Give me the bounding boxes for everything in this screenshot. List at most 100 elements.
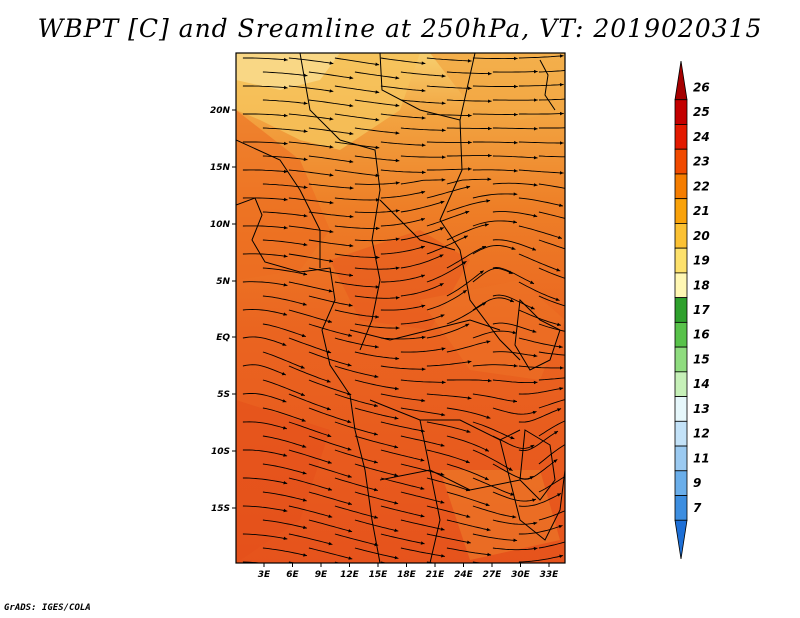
streamline-arrowhead (395, 158, 400, 163)
colorbar-segment (674, 470, 688, 496)
streamline (288, 197, 334, 204)
streamline-arrowhead (281, 372, 286, 376)
streamline-arrowhead (303, 73, 308, 77)
streamline (472, 169, 518, 172)
streamline-arrowhead (327, 433, 332, 438)
streamline-arrowhead (484, 448, 489, 452)
streamline (492, 182, 538, 186)
streamline (585, 540, 629, 548)
streamline-arrowhead (625, 304, 629, 307)
streamline (518, 525, 563, 535)
lon-label: 3E (258, 570, 271, 580)
streamline-arrowhead (530, 280, 534, 284)
streamline (288, 449, 332, 464)
streamline-arrowhead (349, 186, 354, 190)
streamline (242, 141, 288, 145)
streamline (492, 127, 538, 130)
streamline (446, 340, 491, 353)
streamline-arrowhead (559, 554, 564, 558)
streamline (308, 323, 353, 337)
streamline-arrowhead (560, 141, 564, 145)
streamline (472, 245, 516, 255)
streamline (354, 182, 400, 185)
streamline-arrowhead (624, 277, 628, 280)
streamline-arrowhead (553, 459, 558, 463)
streamline (538, 351, 565, 356)
streamline (288, 309, 333, 323)
streamline (354, 155, 400, 162)
streamline (354, 323, 400, 329)
streamline-arrowhead (513, 192, 518, 196)
streamline (242, 253, 288, 258)
streamline-arrowhead (511, 246, 516, 250)
streamline (472, 141, 518, 144)
streamline-arrowhead (328, 514, 333, 518)
streamline (518, 141, 564, 144)
streamline (354, 267, 400, 270)
streamline-arrowhead (300, 365, 305, 369)
streamline (334, 393, 378, 407)
streamline-arrowhead (349, 159, 354, 164)
streamline (538, 510, 565, 521)
streamline-arrowhead (578, 251, 582, 254)
streamline (492, 491, 537, 502)
streamline (472, 297, 515, 311)
streamline-arrowhead (375, 145, 380, 150)
streamline-arrowhead (349, 76, 354, 80)
streamline-arrowhead (348, 556, 353, 560)
streamline (585, 380, 630, 381)
streamline-arrowhead (513, 169, 518, 173)
streamline-arrows (281, 54, 629, 560)
streamline (472, 220, 517, 227)
streamline (334, 365, 379, 378)
colorbar-bottom-triangle (674, 519, 688, 560)
colorbar-label: 18 (693, 278, 710, 292)
streamline-arrowhead (395, 266, 400, 270)
streamline-arrowhead (559, 171, 564, 175)
streamline (538, 295, 565, 307)
streamline (262, 99, 308, 105)
streamline (518, 408, 562, 423)
streamline-arrowhead (328, 487, 332, 491)
streamline (472, 393, 518, 402)
streamline (426, 323, 470, 339)
streamline-arrowhead (534, 127, 538, 131)
streamline (262, 183, 308, 189)
streamline (400, 254, 444, 269)
lon-label: 12E (340, 570, 360, 580)
streamline (400, 227, 444, 241)
streamline (288, 337, 332, 354)
streamline-arrowhead (624, 221, 628, 224)
streamline (564, 561, 565, 563)
streamline-arrowhead (283, 57, 288, 62)
streamline-arrowhead (554, 431, 558, 435)
streamline-arrowhead (559, 387, 564, 391)
streamline (518, 281, 560, 301)
streamline (426, 235, 468, 255)
streamline-arrowhead (603, 433, 607, 436)
streamline (585, 184, 629, 194)
streamline-arrowhead (488, 99, 492, 103)
streamline (334, 225, 380, 229)
streamline (380, 169, 426, 173)
streamline (334, 309, 380, 318)
streamline (380, 533, 425, 545)
streamline-arrowhead (349, 214, 354, 219)
streamline-arrowhead (624, 249, 628, 252)
streamline-arrowhead (395, 103, 400, 108)
streamline-arrowhead (625, 192, 629, 195)
colorbar-label: 26 (693, 80, 710, 94)
streamline-arrowhead (303, 101, 308, 105)
colorbar-segment (674, 99, 688, 125)
streamline-arrowhead (326, 379, 331, 383)
colorbar-segment (674, 445, 688, 472)
streamline-arrowhead (604, 292, 608, 295)
streamline (400, 519, 445, 531)
streamline-arrowhead (487, 177, 492, 181)
streamline (308, 407, 352, 423)
streamline-arrowhead (558, 345, 563, 349)
streamline-arrowhead (532, 329, 537, 333)
streamline (380, 245, 425, 255)
streamline-arrowhead (532, 247, 536, 251)
streamline (492, 211, 538, 217)
